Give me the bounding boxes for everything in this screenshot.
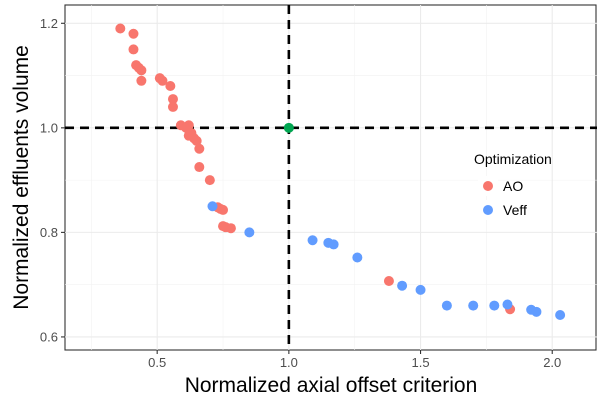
reference-point <box>283 122 294 133</box>
point-veff <box>502 299 513 310</box>
x-tick-label: 1.5 <box>412 355 430 370</box>
point-veff <box>307 235 318 246</box>
point-ao <box>115 23 126 34</box>
y-tick-label: 1.0 <box>40 120 58 135</box>
x-tick-label: 1.0 <box>280 355 298 370</box>
point-ao <box>157 75 168 86</box>
point-veff <box>244 227 255 238</box>
point-veff <box>531 306 542 317</box>
point-ao <box>204 175 215 186</box>
legend-key-veff <box>483 205 493 215</box>
point-ao <box>167 94 178 105</box>
plot-background <box>65 5 596 350</box>
point-ao <box>225 223 236 234</box>
x-axis-title: Normalized axial offset criterion <box>185 374 478 397</box>
point-veff <box>489 300 500 311</box>
point-ao <box>191 135 202 146</box>
point-veff <box>352 252 363 263</box>
point-veff <box>468 300 479 311</box>
point-ao <box>165 81 176 92</box>
plot-border <box>64 4 597 351</box>
point-ao <box>136 65 147 76</box>
y-tick-label: 1.2 <box>40 16 58 31</box>
point-veff <box>415 284 426 295</box>
point-ao <box>167 101 178 112</box>
y-tick-label: 0.6 <box>40 329 58 344</box>
point-ao <box>218 204 229 215</box>
legend-title: Optimization <box>474 151 552 167</box>
y-axis-ticks: 0.6 0.8 1.0 1.2 <box>40 16 65 344</box>
point-veff <box>397 280 408 291</box>
plot-panel <box>64 4 597 351</box>
x-tick-label: 2.0 <box>543 355 561 370</box>
point-ao <box>128 28 139 39</box>
x-axis-ticks: 0.5 1.0 1.5 2.0 <box>148 350 561 370</box>
legend: Optimization AO Veff <box>474 151 552 220</box>
legend-key-ao <box>483 181 493 191</box>
y-tick-label: 0.8 <box>40 225 58 240</box>
point-ao <box>183 120 194 131</box>
point-ao <box>194 143 205 154</box>
data-points <box>115 23 566 320</box>
point-veff <box>441 300 452 311</box>
reference-lines <box>65 5 597 350</box>
legend-label-veff: Veff <box>503 202 527 218</box>
point-ao <box>383 276 394 286</box>
y-axis-title: Normalized effluents volume <box>10 45 33 310</box>
point-veff <box>328 239 339 250</box>
point-ao <box>128 44 139 55</box>
x-tick-label: 0.5 <box>148 355 166 370</box>
point-veff <box>555 309 566 320</box>
point-veff <box>207 201 218 212</box>
legend-label-ao: AO <box>503 178 523 194</box>
point-ao <box>194 162 205 173</box>
point-ao <box>136 75 147 86</box>
